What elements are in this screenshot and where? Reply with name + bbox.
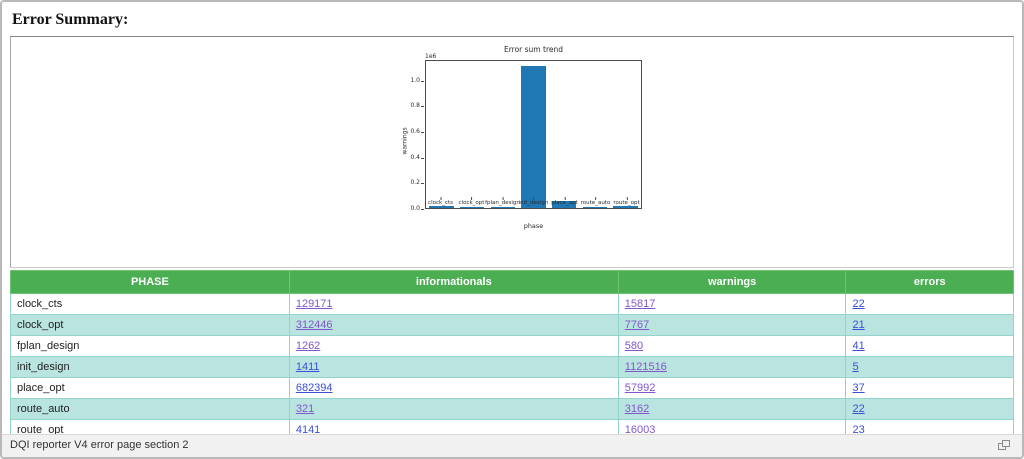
phase-cell: route_auto <box>10 398 290 420</box>
y-tick-label: 0.0 <box>410 205 424 212</box>
y-tick-label: 0.4 <box>410 153 424 161</box>
chart-title: Error sum trend <box>503 45 563 54</box>
warnings-count-link[interactable]: 580 <box>624 340 644 352</box>
errors-count-link[interactable]: 41 <box>852 340 865 352</box>
y-ticks: 0.0 0.2 0.4 0.6 0.8 1.0 <box>400 60 424 212</box>
x-tick-label: init_design <box>518 197 549 206</box>
informationals-count-link[interactable]: 1262 <box>295 340 321 352</box>
bar-clock_cts <box>429 206 454 208</box>
x-ticks: clock_cts clock_opt fplan_design init_desig… <box>425 197 642 209</box>
errors-cell: 22 <box>845 398 1014 420</box>
x-tick-label: fplan_design <box>485 197 520 206</box>
warnings-cell: 3162 <box>617 398 847 420</box>
bar-fplan_design <box>490 207 516 208</box>
warnings-cell: 7767 <box>617 314 847 336</box>
informationals-cell: 1262 <box>288 335 619 357</box>
bar-place_opt <box>551 200 577 208</box>
warnings-count-link[interactable]: 1121516 <box>624 361 667 373</box>
informationals-count-link[interactable]: 129171 <box>295 298 333 310</box>
informationals-cell: 321 <box>288 398 619 420</box>
informationals-count-link[interactable]: 682394 <box>295 382 333 394</box>
informationals-count-link[interactable]: 312446 <box>295 319 333 331</box>
errors-cell: 41 <box>845 335 1014 357</box>
y-tick-label: 0.2 <box>410 179 424 187</box>
x-tick-label: place_opt <box>551 197 578 206</box>
bar-route_opt <box>613 205 638 208</box>
y-tick-label: 1.0 <box>410 76 424 84</box>
error-sum-trend-figure: Error sum trend 1e6 warnings 0.0 0.2 0.4 0.… <box>400 43 650 239</box>
x-tick-label: route_opt <box>613 197 640 206</box>
informationals-cell: 1411 <box>288 356 619 378</box>
table-row-place_opt: place_opt 682394 57992 37 <box>10 377 1014 399</box>
informationals-count-link[interactable]: 1411 <box>295 361 320 373</box>
warnings-cell: 1121516 <box>617 356 847 378</box>
y-tick-label: 0.6 <box>410 127 424 135</box>
table-row-route_auto: route_auto 321 3162 22 <box>10 398 1014 420</box>
phase-cell: init_design <box>10 356 290 378</box>
phase-cell: clock_cts <box>10 293 290 315</box>
informationals-cell: 129171 <box>288 293 619 315</box>
informationals-count-link[interactable]: 321 <box>295 403 315 415</box>
status-bar-text: DQI reporter V4 error page section 2 <box>10 439 189 451</box>
warnings-cell: 57992 <box>617 377 847 399</box>
warnings-cell: 580 <box>617 335 847 357</box>
bar-clock_opt <box>459 207 485 208</box>
popup-window-icon[interactable] <box>998 440 1010 451</box>
x-tick-label: clock_opt <box>458 197 485 206</box>
informationals-count-link[interactable]: 4141 <box>295 424 321 436</box>
errors-count-link[interactable]: 21 <box>852 319 865 331</box>
errors-count-link[interactable]: 5 <box>852 361 859 373</box>
errors-cell: 22 <box>845 293 1014 315</box>
page-title: Error Summary: <box>12 11 129 28</box>
errors-count-link[interactable]: 23 <box>852 424 865 436</box>
error-summary-table: PHASE informationals warnings errors clock_… <box>10 270 1014 441</box>
warnings-count-link[interactable]: 7767 <box>624 319 650 331</box>
bars-container <box>426 61 641 208</box>
column-header-informationals: informationals <box>288 270 619 294</box>
x-axis-label: phase <box>523 222 544 230</box>
table-row-fplan_design: fplan_design 1262 580 41 <box>10 335 1014 357</box>
y-tick-label: 0.8 <box>410 102 424 110</box>
chart-panel: Error sum trend 1e6 warnings 0.0 0.2 0.4 0.… <box>10 36 1014 268</box>
informationals-cell: 682394 <box>288 377 619 399</box>
column-header-warnings: warnings <box>617 270 847 294</box>
warnings-count-link[interactable]: 57992 <box>624 382 656 394</box>
phase-cell: fplan_design <box>10 335 290 357</box>
informationals-cell: 312446 <box>288 314 619 336</box>
bar-init_design <box>521 65 546 208</box>
table-row-init_design: init_design 1411 1121516 5 <box>10 356 1014 378</box>
warnings-count-link[interactable]: 3162 <box>624 403 650 415</box>
table-header-row: PHASE informationals warnings errors <box>10 270 1014 294</box>
warnings-count-link[interactable]: 16003 <box>624 424 656 436</box>
table-row-clock_cts: clock_cts 129171 15817 22 <box>10 293 1014 315</box>
x-tick-label: route_auto <box>580 197 611 206</box>
bar-route_auto <box>582 207 608 208</box>
status-bar: DQI reporter V4 error page section 2 <box>2 434 1022 457</box>
errors-count-link[interactable]: 22 <box>852 403 865 415</box>
errors-count-link[interactable]: 22 <box>852 298 865 310</box>
x-tick-label: clock_cts <box>428 197 453 206</box>
phase-cell: place_opt <box>10 377 290 399</box>
column-header-phase: PHASE <box>10 270 290 294</box>
warnings-cell: 15817 <box>617 293 847 315</box>
errors-cell: 5 <box>845 356 1014 378</box>
y-axis-scale-label: 1e6 <box>425 53 437 60</box>
phase-cell: clock_opt <box>10 314 290 336</box>
errors-count-link[interactable]: 37 <box>852 382 865 394</box>
warnings-count-link[interactable]: 15817 <box>624 298 656 310</box>
plot-area <box>425 60 642 209</box>
errors-cell: 21 <box>845 314 1014 336</box>
table-row-clock_opt: clock_opt 312446 7767 21 <box>10 314 1014 336</box>
column-header-errors: errors <box>845 270 1014 294</box>
errors-cell: 37 <box>845 377 1014 399</box>
